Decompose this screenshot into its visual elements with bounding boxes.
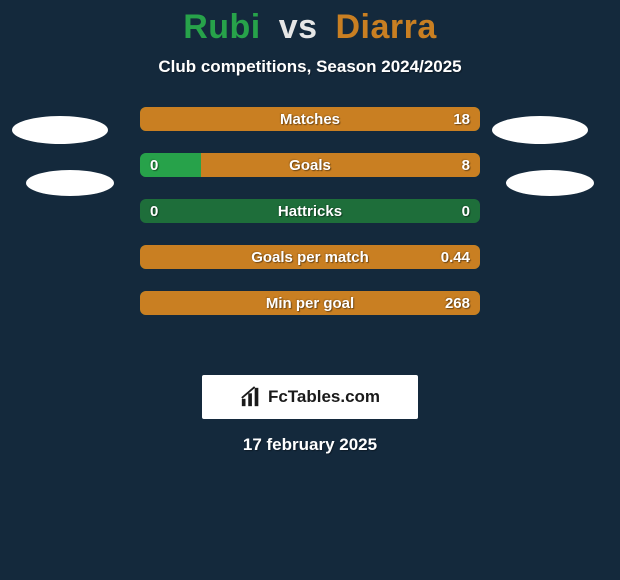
avatar-right-top <box>492 116 588 144</box>
stat-row: Min per goal268 <box>140 291 480 315</box>
avatar-left-bot <box>26 170 114 196</box>
stat-value-right: 268 <box>445 291 470 315</box>
stat-label: Goals per match <box>140 245 480 269</box>
brand-text: FcTables.com <box>268 387 380 407</box>
stat-row: Goals0 8 <box>140 153 480 177</box>
stat-label: Goals <box>140 153 480 177</box>
stat-value-right: 0.44 <box>441 245 470 269</box>
stat-row: Hattricks0 0 <box>140 199 480 223</box>
title-player2: Diarra <box>336 8 437 46</box>
comparison-arena: Matches18Goals08Hattricks00Goals per mat… <box>0 107 620 367</box>
avatar-left-top <box>12 116 108 144</box>
brand-badge: FcTables.com <box>202 375 418 419</box>
title-player1: Rubi <box>183 8 261 46</box>
avatar-right-bot <box>506 170 594 196</box>
stat-value-right: 0 <box>462 199 470 223</box>
stat-label: Matches <box>140 107 480 131</box>
stat-row: Goals per match0.44 <box>140 245 480 269</box>
stat-value-left: 0 <box>150 199 158 223</box>
stat-value-left: 0 <box>150 153 158 177</box>
comparison-card: Rubi vs Diarra Club competitions, Season… <box>0 0 620 580</box>
datestamp: 17 february 2025 <box>0 435 620 455</box>
stat-label: Min per goal <box>140 291 480 315</box>
page-title: Rubi vs Diarra <box>0 0 620 47</box>
title-vs: vs <box>279 8 318 46</box>
stat-row: Matches18 <box>140 107 480 131</box>
stat-value-right: 8 <box>462 153 470 177</box>
bar-chart-icon <box>240 386 262 408</box>
stat-label: Hattricks <box>140 199 480 223</box>
stat-bars: Matches18Goals08Hattricks00Goals per mat… <box>140 107 480 337</box>
subtitle: Club competitions, Season 2024/2025 <box>0 57 620 77</box>
stat-value-right: 18 <box>453 107 470 131</box>
